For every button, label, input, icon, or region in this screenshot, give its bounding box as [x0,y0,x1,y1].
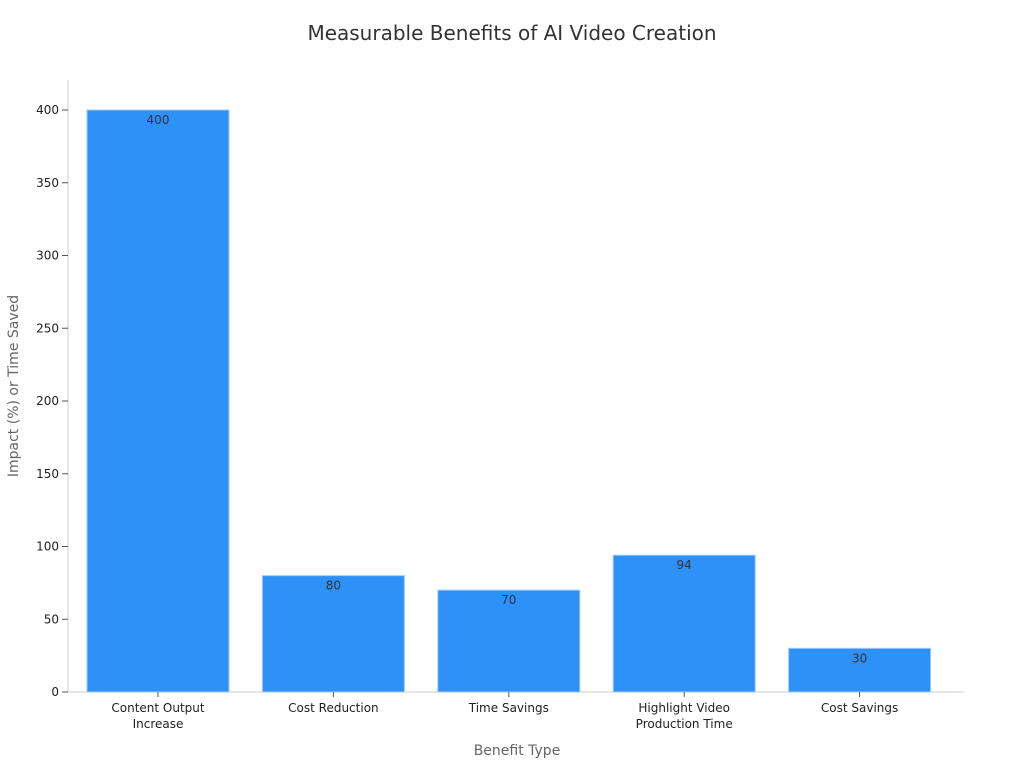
y-tick-label: 50 [44,612,59,626]
bar[interactable] [788,647,932,693]
x-tick-label: Increase [133,717,184,731]
data-label: 400 [147,113,170,127]
data-label: 94 [677,558,692,572]
y-tick-label: 250 [36,321,59,335]
y-axis-label: Impact (%) or Time Saved [6,295,22,477]
y-tick-label: 0 [51,685,59,699]
plot-area: 0 50 100 150 200 250 300 350 400 400 Content Outpu… [36,80,964,731]
y-tick-label: 300 [36,249,59,263]
y-tick-label: 400 [36,103,59,117]
y-tick-label: 150 [36,467,59,481]
x-axis-label: Benefit Type [474,743,561,759]
x-tick-label: Content Output [111,701,205,715]
y-tick-label: 350 [36,176,59,190]
data-label: 30 [852,651,867,665]
x-tick-label: Cost Savings [821,701,898,715]
x-tick-label: Production Time [636,717,733,731]
bar[interactable] [612,554,756,693]
bar[interactable] [261,575,405,693]
y-tick-label: 100 [36,540,59,554]
bar[interactable] [437,589,581,693]
y-tick-label: 200 [36,394,59,408]
chart-title: Measurable Benefits of AI Video Creation [307,21,716,45]
x-tick-label: Time Savings [468,701,549,715]
bar[interactable] [86,109,230,693]
x-tick-label: Highlight Video [638,701,730,715]
data-label: 80 [326,579,341,593]
data-label: 70 [501,593,516,607]
x-tick-label: Cost Reduction [288,701,378,715]
